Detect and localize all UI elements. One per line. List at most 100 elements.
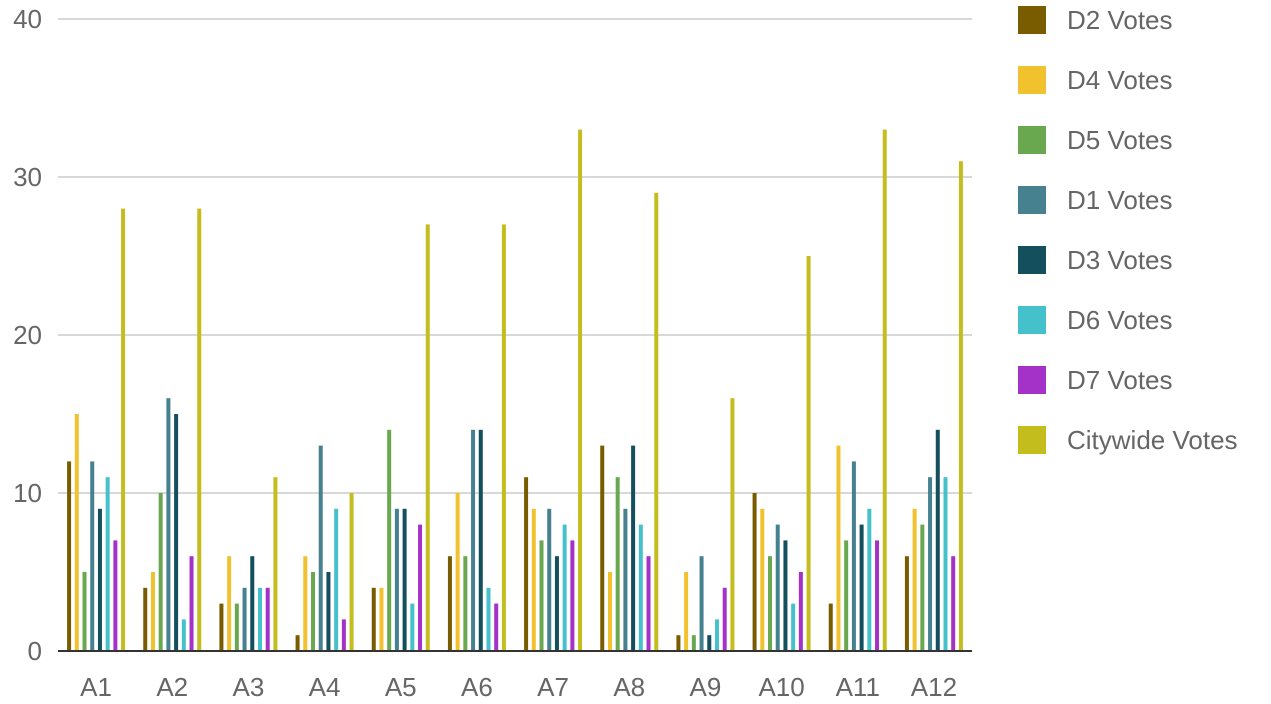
legend-swatch	[1018, 246, 1046, 274]
y-tick-label: 0	[28, 636, 42, 666]
bar-d3-votes-a10	[783, 540, 788, 651]
bar-d5-votes-a11	[844, 540, 849, 651]
bar-d1-votes-a4	[318, 445, 323, 651]
bar-d7-votes-a8	[646, 556, 651, 651]
legend-label: D4 Votes	[1067, 65, 1173, 95]
bar-d2-votes-a5	[371, 587, 376, 651]
bar-d5-votes-a3	[234, 603, 239, 651]
bar-d2-votes-a10	[752, 493, 757, 651]
bar-d6-votes-a10	[791, 603, 796, 651]
bar-d3-votes-a12	[935, 429, 940, 651]
bar-d3-votes-a4	[326, 572, 331, 651]
bar-citywide-votes-a5	[425, 224, 430, 651]
legend-swatch	[1018, 366, 1046, 394]
bar-citywide-votes-a10	[806, 256, 811, 651]
x-tick-label: A9	[690, 672, 722, 702]
bar-d6-votes-a12	[943, 477, 948, 651]
bar-d3-votes-a3	[250, 556, 255, 651]
x-tick-label: A4	[309, 672, 341, 702]
legend-label: Citywide Votes	[1067, 425, 1238, 455]
bar-d2-votes-a6	[447, 556, 452, 651]
x-tick-label: A10	[758, 672, 804, 702]
bar-d6-votes-a4	[334, 508, 339, 651]
bar-d7-votes-a9	[722, 587, 727, 651]
legend-label: D5 Votes	[1067, 125, 1173, 155]
bar-d1-votes-a8	[623, 508, 628, 651]
bar-d7-votes-a5	[418, 524, 423, 651]
bar-d2-votes-a1	[67, 461, 72, 651]
bar-d4-votes-a6	[455, 493, 460, 651]
legend: D2 Votes D4 Votes D5 Votes D1 Votes D3 Votes…	[1018, 5, 1238, 455]
bar-d6-votes-a5	[410, 603, 415, 651]
bar-d7-votes-a10	[798, 572, 803, 651]
bar-d1-votes-a2	[166, 398, 171, 651]
bar-d1-votes-a6	[471, 429, 476, 651]
bar-d5-votes-a12	[920, 524, 925, 651]
bar-d7-votes-a4	[341, 619, 346, 651]
legend-swatch	[1018, 66, 1046, 94]
bar-d4-votes-a11	[836, 445, 841, 651]
bar-d6-votes-a9	[714, 619, 719, 651]
bar-citywide-votes-a8	[654, 192, 659, 652]
bar-d1-votes-a11	[851, 461, 856, 651]
legend-label: D6 Votes	[1067, 305, 1173, 335]
bar-d2-votes-a11	[828, 603, 833, 651]
x-tick-label: A12	[911, 672, 957, 702]
bar-d4-votes-a7	[531, 508, 536, 651]
bar-d2-votes-a2	[143, 587, 148, 651]
x-tick-label: A8	[613, 672, 645, 702]
bar-d4-votes-a2	[150, 572, 155, 651]
bar-d1-votes-a7	[547, 508, 552, 651]
bar-d5-votes-a1	[82, 572, 87, 651]
bar-citywide-votes-a11	[882, 129, 887, 652]
bar-d3-votes-a9	[707, 635, 712, 651]
x-tick-label: A7	[537, 672, 569, 702]
bar-d3-votes-a1	[97, 508, 102, 651]
bar-d3-votes-a5	[402, 508, 407, 651]
bar-d5-votes-a5	[387, 429, 392, 651]
bar-d7-votes-a7	[570, 540, 575, 651]
bar-d5-votes-a4	[311, 572, 316, 651]
bar-d4-votes-a4	[303, 556, 308, 651]
bar-d3-votes-a11	[859, 524, 864, 651]
bar-d6-votes-a8	[638, 524, 643, 651]
bar-d1-votes-a5	[394, 508, 399, 651]
x-tick-label: A1	[80, 672, 112, 702]
legend-label: D2 Votes	[1067, 5, 1173, 35]
bar-d1-votes-a1	[90, 461, 95, 651]
bar-d6-votes-a7	[562, 524, 567, 651]
bar-d5-votes-a8	[615, 477, 620, 651]
bar-d4-votes-a5	[379, 587, 384, 651]
bar-d6-votes-a2	[181, 619, 186, 651]
x-tick-label: A3	[233, 672, 265, 702]
bars	[67, 129, 963, 652]
bar-d4-votes-a10	[760, 508, 765, 651]
gridlines	[58, 18, 972, 494]
bar-d6-votes-a1	[105, 477, 110, 651]
bar-d3-votes-a8	[631, 445, 636, 651]
y-tick-label: 20	[13, 320, 42, 350]
legend-label: D3 Votes	[1067, 245, 1173, 275]
bar-d7-votes-a11	[875, 540, 880, 651]
bar-d2-votes-a9	[676, 635, 681, 651]
bar-d4-votes-a12	[912, 508, 917, 651]
bar-d5-votes-a9	[691, 635, 696, 651]
y-tick-label: 40	[13, 4, 42, 34]
bar-d5-votes-a6	[463, 556, 468, 651]
bar-d1-votes-a10	[775, 524, 780, 651]
bar-citywide-votes-a6	[501, 224, 506, 651]
bar-d2-votes-a8	[600, 445, 605, 651]
legend-label: D1 Votes	[1067, 185, 1173, 215]
legend-label: D7 Votes	[1067, 365, 1173, 395]
bar-d2-votes-a3	[219, 603, 224, 651]
legend-swatch	[1018, 6, 1046, 34]
bar-d4-votes-a3	[227, 556, 232, 651]
bar-citywide-votes-a2	[197, 208, 202, 651]
bar-d3-votes-a2	[174, 414, 179, 651]
bar-d3-votes-a7	[554, 556, 559, 651]
bar-citywide-votes-a9	[730, 398, 735, 651]
bar-citywide-votes-a1	[121, 208, 126, 651]
bar-d5-votes-a2	[158, 493, 163, 651]
legend-swatch	[1018, 126, 1046, 154]
